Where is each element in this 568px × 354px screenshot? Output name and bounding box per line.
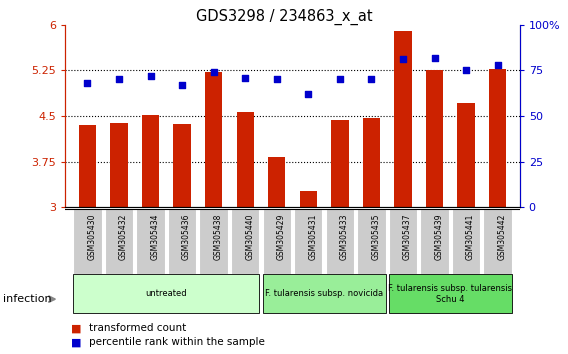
Bar [236, 112, 254, 207]
Bar [483, 209, 512, 274]
Bar [363, 118, 380, 207]
Text: GSM305442: GSM305442 [498, 213, 507, 260]
Bar [142, 115, 159, 207]
Bar [168, 209, 197, 274]
Text: GSM305441: GSM305441 [466, 213, 475, 260]
Text: untreated: untreated [145, 289, 187, 298]
Point [367, 77, 376, 82]
Text: ■: ■ [71, 337, 81, 347]
Bar [73, 209, 102, 274]
Bar [300, 191, 317, 207]
Point [304, 91, 313, 97]
Bar [199, 209, 228, 274]
Text: F. tularensis subsp. novicida: F. tularensis subsp. novicida [265, 289, 383, 298]
Text: GDS3298 / 234863_x_at: GDS3298 / 234863_x_at [196, 9, 372, 25]
Bar [489, 69, 506, 207]
Bar [262, 209, 291, 274]
Point [146, 73, 155, 79]
Bar [325, 209, 354, 274]
Text: percentile rank within the sample: percentile rank within the sample [89, 337, 265, 347]
Text: GSM305434: GSM305434 [151, 213, 160, 260]
Bar [457, 103, 475, 207]
Text: GSM305432: GSM305432 [119, 213, 128, 260]
Bar [231, 209, 260, 274]
Bar [136, 209, 165, 274]
Text: GSM305429: GSM305429 [277, 213, 286, 260]
Point [114, 77, 123, 82]
Text: GSM305430: GSM305430 [87, 213, 97, 260]
Bar [389, 274, 512, 313]
Bar [394, 31, 412, 207]
Text: GSM305435: GSM305435 [371, 213, 381, 260]
Text: GSM305433: GSM305433 [340, 213, 349, 260]
Bar [73, 274, 260, 313]
Point [241, 75, 250, 80]
Bar [205, 72, 222, 207]
Bar [357, 209, 386, 274]
Text: GSM305436: GSM305436 [182, 213, 191, 260]
Text: ■: ■ [71, 323, 81, 333]
Text: GSM305439: GSM305439 [435, 213, 444, 260]
Bar [173, 124, 191, 207]
Text: transformed count: transformed count [89, 323, 186, 333]
Text: GSM305431: GSM305431 [308, 213, 318, 260]
Bar [105, 209, 133, 274]
Text: GSM305438: GSM305438 [214, 213, 223, 260]
Point [272, 77, 281, 82]
Point [335, 77, 344, 82]
Text: F. tularensis subsp. tularensis
Schu 4: F. tularensis subsp. tularensis Schu 4 [389, 284, 512, 303]
Point [83, 80, 92, 86]
Bar [294, 209, 323, 274]
Text: GSM305437: GSM305437 [403, 213, 412, 260]
Point [398, 57, 407, 62]
Bar [110, 123, 128, 207]
Bar [420, 209, 449, 274]
Bar [452, 209, 481, 274]
Point [462, 68, 471, 73]
Text: infection: infection [3, 294, 52, 304]
Bar [79, 125, 96, 207]
Bar [268, 157, 286, 207]
Bar [389, 209, 417, 274]
Point [209, 69, 218, 75]
Point [430, 55, 439, 61]
Point [178, 82, 187, 88]
Bar [426, 70, 443, 207]
Point [493, 62, 502, 68]
Bar [331, 120, 349, 207]
Text: GSM305440: GSM305440 [245, 213, 254, 260]
Bar [262, 274, 386, 313]
